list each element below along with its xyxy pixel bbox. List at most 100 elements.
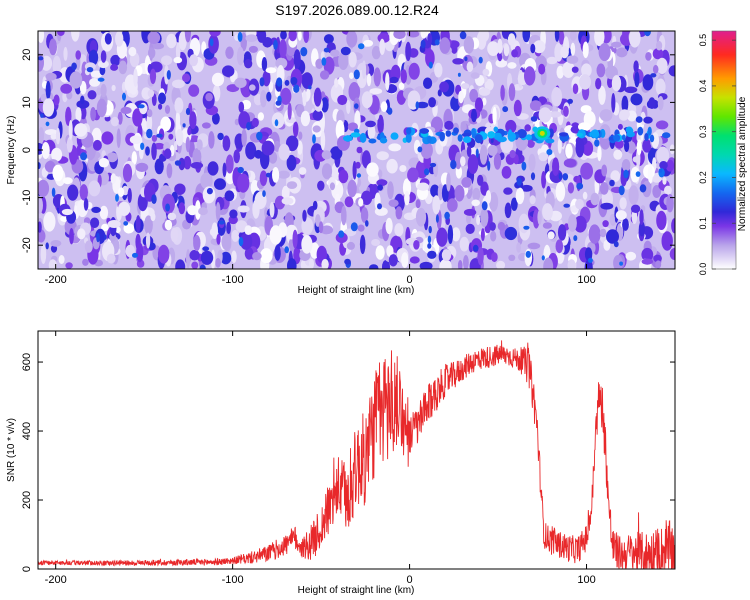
heatmap-cell (492, 106, 497, 125)
heatmap-cell (541, 255, 545, 261)
heatmap-cell (259, 170, 268, 186)
heatmap-cell (420, 31, 428, 39)
heatmap-cell (320, 130, 326, 151)
heatmap-cell (429, 162, 437, 168)
heatmap-cell (558, 31, 565, 45)
heatmap-cell (655, 260, 662, 269)
heatmap-cell (420, 39, 426, 49)
heatmap-cell (581, 63, 592, 78)
heatmap-cell (497, 221, 506, 231)
heatmap-cell (284, 79, 290, 86)
heatmap-cell (148, 47, 156, 59)
heatmap-cell (164, 148, 172, 159)
heatmap-cell (621, 95, 629, 113)
heatmap-cell (558, 172, 563, 180)
heatmap-cell (463, 255, 469, 269)
heatmap-cell (347, 179, 357, 198)
heatmap-signal-cell (427, 135, 432, 144)
heatmap-cell (88, 180, 101, 197)
colorbar-tick-label: 0.5 (698, 34, 708, 47)
heatmap-cell (261, 140, 275, 156)
heatmap-cell (382, 260, 390, 269)
heatmap-cell (350, 222, 358, 232)
heatmap-cell (150, 212, 156, 222)
heatmap-cell (256, 131, 263, 141)
heatmap-cell (619, 261, 623, 266)
heatmap-cell (200, 250, 214, 265)
colorbar-frame (711, 30, 737, 270)
heatmap-cell (293, 49, 301, 69)
heatmap-cell (167, 212, 177, 221)
heatmap-signal-cell (662, 132, 671, 139)
heatmap-cell (38, 31, 45, 43)
heatmap-cell (286, 154, 297, 171)
colorbar-tick-label: 0.4 (698, 80, 708, 93)
snr-y-axis-label: SNR (10 * v/v) (6, 418, 17, 482)
heatmap-cell (489, 222, 496, 231)
heatmap-signal-cell (559, 132, 569, 137)
heatmap-cell (38, 127, 45, 144)
heatmap-cell (278, 143, 290, 161)
heatmap-cell (563, 203, 570, 208)
snr-frame (37, 330, 676, 570)
colorbar: 0.0 0.1 0.2 0.3 0.4 0.5 Normalized spectral a… (698, 30, 748, 275)
heatmap-cell (251, 117, 259, 128)
heatmap-cell (466, 61, 474, 73)
heatmap-cell (478, 87, 491, 96)
heatmap-cell (178, 157, 186, 171)
heatmap-cell (151, 142, 157, 161)
heatmap-cell (377, 203, 382, 210)
heatmap-cell (298, 131, 303, 140)
heatmap-cell (482, 97, 487, 106)
heatmap-cell (50, 244, 58, 253)
heatmap-cell (398, 82, 405, 90)
heatmap-cell (447, 198, 458, 212)
heatmap-cell (527, 242, 541, 250)
heatmap-cell (439, 81, 449, 93)
spectrogram-y-tick-label: 10 (21, 96, 33, 108)
heatmap-cell (598, 43, 611, 62)
heatmap-cell (366, 73, 372, 87)
heatmap-cell (487, 41, 500, 56)
heatmap-cell (100, 83, 107, 98)
heatmap-cell (75, 107, 82, 122)
heatmap-cell (96, 232, 100, 243)
heatmap-cell (276, 77, 283, 87)
heatmap-cell (435, 214, 439, 223)
heatmap-cell (616, 47, 628, 58)
heatmap-cell (642, 139, 652, 153)
heatmap-cell (229, 209, 238, 219)
heatmap-cell (582, 191, 588, 200)
heatmap-cell (567, 214, 577, 232)
heatmap-cell (659, 161, 668, 170)
heatmap-cell (551, 87, 563, 107)
heatmap-cell (628, 185, 639, 205)
heatmap-cell (312, 200, 318, 210)
heatmap-cell (90, 70, 103, 78)
heatmap-cell (437, 89, 442, 97)
heatmap-cell (379, 38, 386, 56)
heatmap-cell (560, 45, 569, 59)
heatmap-cell (482, 68, 490, 76)
heatmap-cell (338, 51, 349, 70)
heatmap-signal-cell (463, 136, 472, 144)
heatmap-cell (67, 184, 79, 201)
heatmap-cell (538, 152, 549, 162)
heatmap-cell (218, 220, 225, 225)
heatmap-cell (212, 112, 220, 125)
heatmap-cell (183, 156, 192, 170)
heatmap-cell (147, 109, 153, 118)
heatmap-cell (246, 122, 251, 131)
heatmap-cell (671, 218, 675, 234)
heatmap-cell (166, 70, 171, 80)
heatmap-cell (633, 60, 639, 73)
heatmap-cell (300, 47, 308, 57)
heatmap-cell (123, 223, 135, 234)
heatmap-cell (546, 56, 558, 65)
spectrogram-y-tick-label: -20 (21, 237, 33, 253)
heatmap-cell (555, 181, 566, 202)
heatmap-cell (653, 254, 662, 263)
heatmap-cell (38, 179, 50, 198)
heatmap-cell (432, 195, 441, 215)
heatmap-cell (62, 177, 73, 185)
